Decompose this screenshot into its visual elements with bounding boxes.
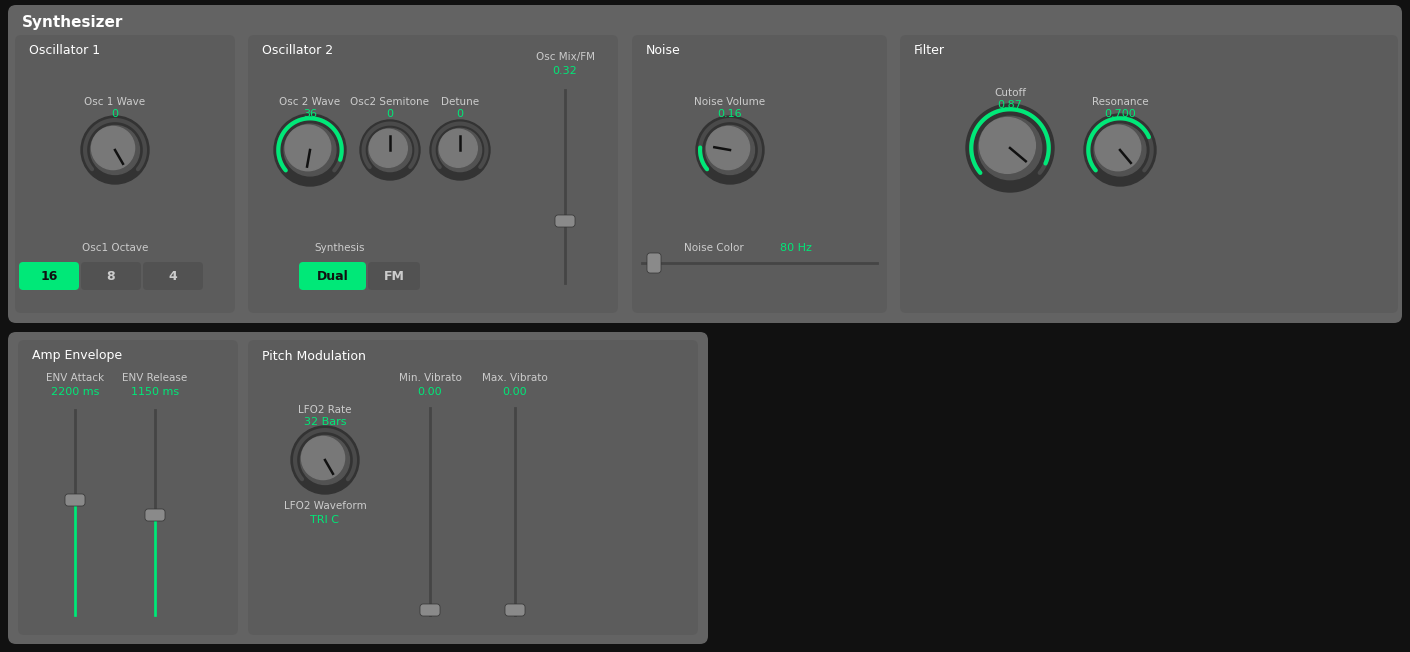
Text: Osc 1 Wave: Osc 1 Wave xyxy=(85,97,145,107)
Circle shape xyxy=(979,116,1042,180)
Text: 8: 8 xyxy=(107,269,116,282)
Circle shape xyxy=(80,116,149,184)
Circle shape xyxy=(440,129,477,168)
Text: 16: 16 xyxy=(41,269,58,282)
FancyBboxPatch shape xyxy=(248,340,698,635)
Text: 0: 0 xyxy=(386,109,393,119)
Text: Oscillator 2: Oscillator 2 xyxy=(262,44,333,57)
FancyBboxPatch shape xyxy=(18,340,238,635)
FancyBboxPatch shape xyxy=(900,35,1397,313)
Circle shape xyxy=(966,104,1055,192)
Circle shape xyxy=(300,436,350,484)
Text: 32 Bars: 32 Bars xyxy=(303,417,347,427)
Text: LFO2 Waveform: LFO2 Waveform xyxy=(283,501,367,511)
FancyBboxPatch shape xyxy=(505,604,525,616)
Circle shape xyxy=(360,120,420,180)
Circle shape xyxy=(368,128,412,171)
Text: Cutoff: Cutoff xyxy=(994,88,1026,98)
FancyBboxPatch shape xyxy=(18,262,79,290)
Text: 0: 0 xyxy=(457,109,464,119)
Text: 0.16: 0.16 xyxy=(718,109,742,119)
Circle shape xyxy=(1084,114,1156,186)
Text: 0.32: 0.32 xyxy=(553,66,577,76)
Circle shape xyxy=(369,129,407,168)
Circle shape xyxy=(1096,125,1141,171)
Text: FM: FM xyxy=(384,269,405,282)
FancyBboxPatch shape xyxy=(16,35,235,313)
FancyBboxPatch shape xyxy=(368,262,420,290)
FancyBboxPatch shape xyxy=(142,262,203,290)
FancyBboxPatch shape xyxy=(248,35,618,313)
Circle shape xyxy=(1094,124,1146,176)
Text: 36: 36 xyxy=(303,109,317,119)
Circle shape xyxy=(697,116,764,184)
Text: 0: 0 xyxy=(111,109,118,119)
FancyBboxPatch shape xyxy=(647,253,661,273)
Text: 0.00: 0.00 xyxy=(417,387,443,397)
Text: Noise Color: Noise Color xyxy=(684,243,743,253)
Text: ENV Attack: ENV Attack xyxy=(47,373,104,383)
Text: 1150 ms: 1150 ms xyxy=(131,387,179,397)
Text: Amp Envelope: Amp Envelope xyxy=(32,349,123,363)
Text: 0.87: 0.87 xyxy=(997,100,1022,110)
Text: Min. Vibrato: Min. Vibrato xyxy=(399,373,461,383)
FancyBboxPatch shape xyxy=(420,604,440,616)
Text: TRI C: TRI C xyxy=(310,515,340,525)
FancyBboxPatch shape xyxy=(65,494,85,506)
Text: 0.700: 0.700 xyxy=(1104,109,1136,119)
Circle shape xyxy=(980,117,1035,173)
Text: Osc 2 Wave: Osc 2 Wave xyxy=(279,97,341,107)
Text: Oscillator 1: Oscillator 1 xyxy=(30,44,100,57)
Circle shape xyxy=(290,426,360,494)
Text: Osc1 Octave: Osc1 Octave xyxy=(82,243,148,253)
FancyBboxPatch shape xyxy=(715,332,1402,644)
Text: Synthesis: Synthesis xyxy=(314,243,365,253)
FancyBboxPatch shape xyxy=(632,35,887,313)
FancyBboxPatch shape xyxy=(299,262,367,290)
Text: 80 Hz: 80 Hz xyxy=(780,243,812,253)
Circle shape xyxy=(285,125,331,171)
Circle shape xyxy=(90,126,140,175)
Circle shape xyxy=(92,126,134,170)
Text: Resonance: Resonance xyxy=(1091,97,1148,107)
Circle shape xyxy=(430,120,491,180)
Text: Max. Vibrato: Max. Vibrato xyxy=(482,373,548,383)
FancyBboxPatch shape xyxy=(8,5,1402,323)
Text: 4: 4 xyxy=(169,269,178,282)
Circle shape xyxy=(439,128,482,171)
Text: 2200 ms: 2200 ms xyxy=(51,387,99,397)
Text: Osc2 Semitone: Osc2 Semitone xyxy=(351,97,430,107)
Circle shape xyxy=(274,114,345,186)
FancyBboxPatch shape xyxy=(556,215,575,227)
Circle shape xyxy=(705,126,754,175)
Text: Pitch Modulation: Pitch Modulation xyxy=(262,349,365,363)
Text: ENV Release: ENV Release xyxy=(123,373,188,383)
Text: LFO2 Rate: LFO2 Rate xyxy=(299,405,351,415)
Circle shape xyxy=(283,124,336,176)
Text: 0.00: 0.00 xyxy=(503,387,527,397)
FancyBboxPatch shape xyxy=(80,262,141,290)
Text: Osc Mix/FM: Osc Mix/FM xyxy=(536,52,595,62)
Text: Dual: Dual xyxy=(317,269,348,282)
Text: Noise: Noise xyxy=(646,44,681,57)
Text: Synthesizer: Synthesizer xyxy=(23,14,124,29)
Text: Noise Volume: Noise Volume xyxy=(695,97,766,107)
Text: Filter: Filter xyxy=(914,44,945,57)
Text: Detune: Detune xyxy=(441,97,479,107)
Circle shape xyxy=(706,126,750,170)
Circle shape xyxy=(302,436,344,480)
FancyBboxPatch shape xyxy=(8,332,708,644)
FancyBboxPatch shape xyxy=(145,509,165,521)
